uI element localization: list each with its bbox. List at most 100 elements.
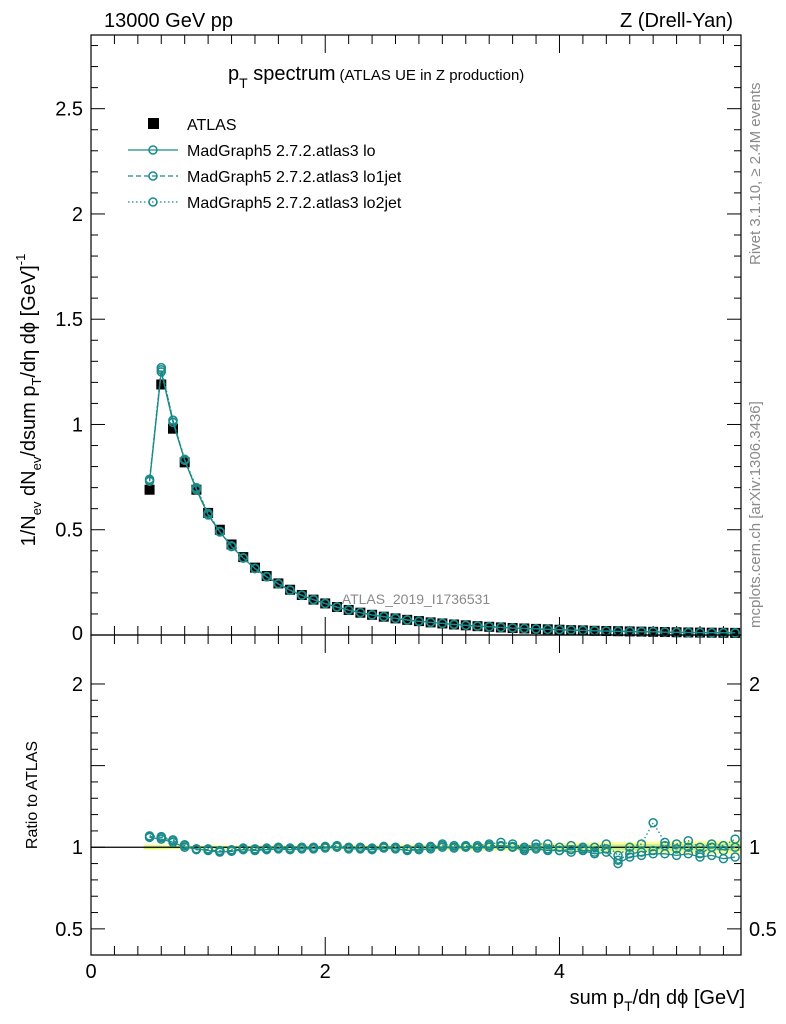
main-series	[144, 362, 741, 638]
ratio-point-dashed	[601, 844, 612, 854]
svg-text:pT spectrum(ATLAS UE in Z prod: pT spectrum (ATLAS UE in Z production)	[228, 63, 524, 91]
ratio-ytick-label-left: 2	[72, 674, 83, 696]
svg-text:1/Nev dNev/dsum pT/dη dϕ [GeV]: 1/Nev dNev/dsum pT/dη dϕ [GeV]-1	[13, 254, 44, 547]
ratio-point-dotted	[156, 831, 167, 842]
ratio-point-dotted	[414, 842, 424, 852]
main-line-dotted	[148, 367, 736, 634]
analysis-watermark: ATLAS_2019_I1736531	[342, 591, 491, 607]
ratio-axis-ticks: 0.5 0.5 1 1 2 2	[55, 635, 777, 955]
ratio-point-dashed	[718, 845, 729, 856]
ratio-point-dashed	[648, 845, 658, 856]
ratio-frame	[90, 634, 742, 956]
atlas-point	[249, 562, 260, 573]
ratio-point-dotted	[425, 841, 436, 852]
ratio-point-solid	[695, 852, 705, 862]
main-point-dotted	[261, 571, 272, 582]
ratio-point-dotted	[332, 840, 342, 851]
ratio-point-dotted	[461, 840, 471, 851]
title-main: p	[228, 63, 239, 85]
main-point-dotted	[683, 627, 694, 638]
x-tick-label: 4	[554, 961, 565, 983]
ratio-point-dotted	[191, 844, 202, 854]
legend-marker-circle	[148, 171, 158, 181]
ratio-point-dotted	[554, 842, 565, 852]
ratio-point-dotted	[543, 839, 553, 849]
atlas-point	[214, 524, 225, 535]
ratio-point-dotted	[730, 834, 740, 844]
svg-text:sum pT/dη dϕ [GeV]: sum pT/dη dϕ [GeV]	[570, 987, 745, 1014]
header-left: 13000 GeV pp	[104, 10, 233, 32]
ratio-point-dotted	[601, 839, 612, 849]
legend-label: ATLAS	[187, 117, 237, 134]
main-point-dotted	[250, 563, 260, 574]
x-tick-labels: 0 2 4	[85, 961, 565, 983]
ratio-point-solid	[671, 850, 682, 861]
legend: ATLAS MadGraph5 2.7.2.atlas3 lo MadGraph5 …	[128, 117, 402, 212]
ratio-point-dashed	[543, 844, 553, 854]
mcplots-label: mcplots.cern.ch [arXiv:1306.3436]	[747, 401, 764, 628]
main-point-dotted	[660, 627, 670, 637]
main-axis-ticks: 0.5 1 1.5 2 2.5 0	[55, 35, 741, 645]
ratio-point-dotted	[695, 842, 705, 852]
legend-entry: MadGraph5 2.7.2.atlas3 lo1jet	[128, 169, 402, 186]
ratio-point-dashed	[660, 840, 670, 851]
plot-title: pT spectrum (ATLAS UE in Z production)	[228, 63, 524, 91]
ratio-point-dotted	[379, 841, 389, 852]
main-point-dotted	[343, 604, 354, 615]
ratio-point-dotted	[484, 839, 494, 849]
main-point-dotted	[203, 508, 213, 519]
ratio-point-dotted	[297, 842, 307, 852]
main-point-dotted	[332, 602, 342, 612]
main-point-dotted	[496, 622, 506, 633]
ratio-point-dotted	[519, 842, 530, 852]
main-point-dotted	[425, 617, 436, 627]
ratio-ytick-label-right: 2	[749, 674, 760, 696]
main-point-dotted	[554, 624, 565, 635]
main-ytick-label: 0.5	[55, 520, 83, 542]
main-ytick-label: 2	[72, 204, 83, 226]
main-ytick-label: 2.5	[55, 99, 83, 121]
main-point-dotted	[402, 615, 412, 625]
main-point-dotted	[308, 594, 319, 605]
ratio-point-dotted	[531, 839, 541, 849]
ratio-series	[144, 818, 740, 869]
ratio-point-dotted	[226, 844, 237, 855]
main-point-dotted	[273, 578, 284, 589]
main-point-dotted	[390, 613, 401, 623]
ratio-point-dotted	[472, 840, 483, 851]
legend-label: MadGraph5 2.7.2.atlas3 lo	[187, 143, 376, 160]
main-point-dotted	[543, 624, 553, 635]
ratio-point-dashed	[496, 840, 506, 851]
ratio-point-dotted	[238, 843, 249, 853]
main-point-dotted	[215, 526, 225, 537]
ratio-ytick-label-left: 0.5	[55, 919, 83, 941]
ratio-point-dashed	[589, 847, 600, 857]
main-point-dotted	[179, 454, 190, 464]
legend-label: MadGraph5 2.7.2.atlas3 lo2jet	[187, 195, 402, 212]
main-point-dotted	[636, 626, 647, 637]
ratio-point-dashed	[624, 849, 635, 859]
ratio-point-dotted	[683, 835, 694, 846]
ratio-point-dotted	[648, 818, 658, 828]
main-point-dotted	[285, 585, 295, 595]
ratio-point-solid	[636, 850, 647, 861]
ratio-point-dashed	[554, 845, 565, 856]
ratio-point-dotted	[566, 840, 576, 851]
legend-marker-square	[148, 118, 159, 129]
ratio-point-dashed	[531, 842, 541, 852]
ratio-point-dotted	[671, 839, 682, 849]
ratio-point-dotted	[496, 837, 506, 848]
ratio-ytick-label-left: 1	[72, 837, 83, 859]
legend-marker-circle	[148, 145, 158, 155]
ratio-point-dotted	[250, 844, 260, 854]
main-point-dotted	[238, 552, 249, 563]
legend-label: MadGraph5 2.7.2.atlas3 lo1jet	[187, 169, 402, 186]
legend-entry: MadGraph5 2.7.2.atlas3 lo	[128, 143, 376, 160]
rivet-label: Rivet 3.1.10, ≥ 2.4M events	[747, 83, 764, 266]
main-ytick-label: 1	[72, 414, 83, 436]
main-point-dotted	[461, 620, 471, 631]
main-point-dotted	[320, 598, 330, 609]
title-small: (ATLAS UE in Z production)	[340, 67, 525, 84]
ratio-point-dotted	[215, 845, 225, 856]
